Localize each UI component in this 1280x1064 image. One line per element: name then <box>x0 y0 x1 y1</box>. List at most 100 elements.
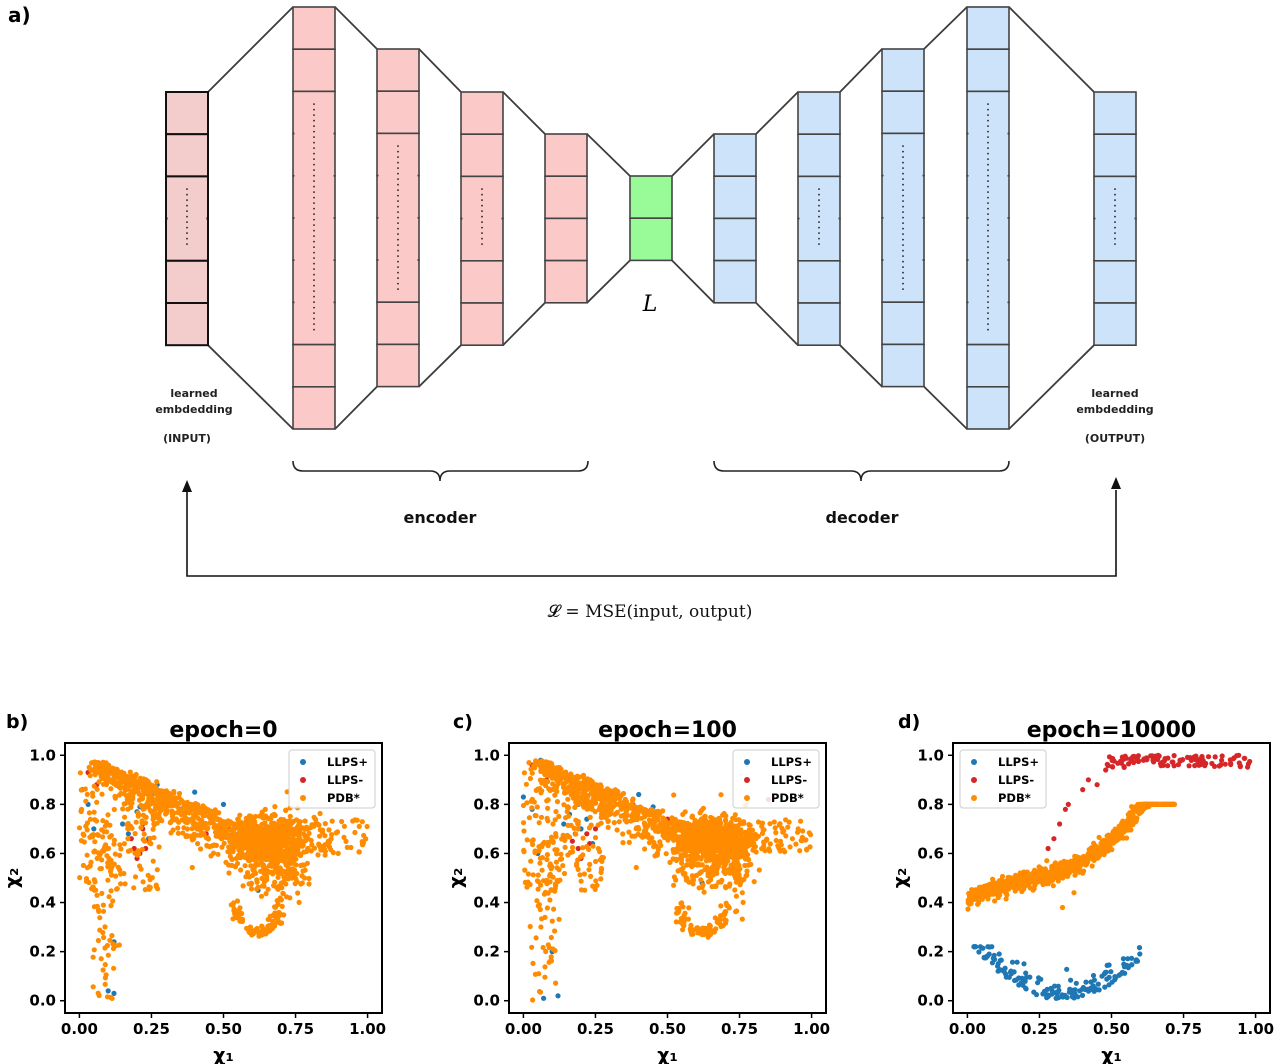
point-pdb <box>554 851 560 857</box>
point-llps-minus <box>1245 761 1251 767</box>
x-tick-label: 0.50 <box>205 1020 242 1038</box>
point-llps-minus <box>1159 759 1165 766</box>
point-pdb <box>281 830 287 836</box>
point-pdb <box>283 855 289 861</box>
connection-line-top <box>502 91 546 135</box>
point-pdb <box>166 790 172 797</box>
point-pdb <box>278 911 284 917</box>
point-pdb <box>726 841 732 847</box>
point-llps-plus <box>996 951 1002 957</box>
network-layers <box>165 6 1137 430</box>
point-pdb <box>542 964 548 970</box>
point-pdb <box>536 848 542 854</box>
output-caption-line3: (OUTPUT) <box>1085 432 1145 445</box>
point-pdb <box>176 794 182 801</box>
point-llps-plus <box>125 831 131 837</box>
point-pdb <box>99 890 105 897</box>
point-pdb <box>755 819 762 825</box>
point-pdb <box>317 833 323 839</box>
chart-title: epoch=100 <box>598 718 737 743</box>
legend-box <box>732 749 820 809</box>
point-pdb <box>733 893 740 899</box>
point-pdb <box>101 765 107 772</box>
point-pdb <box>101 934 107 941</box>
neuron-cell <box>376 90 420 135</box>
point-pdb <box>717 852 723 858</box>
point-pdb <box>248 816 254 823</box>
point-pdb <box>283 807 289 813</box>
x-tick-label: 0.00 <box>61 1020 98 1038</box>
point-llps-minus <box>1219 757 1225 764</box>
point-pdb <box>117 784 123 790</box>
point-pdb <box>350 818 356 824</box>
point-pdb <box>533 935 539 941</box>
point-pdb <box>530 872 536 878</box>
point-pdb <box>688 922 694 929</box>
point-pdb <box>549 918 555 924</box>
point-pdb <box>260 864 266 870</box>
point-pdb <box>259 875 265 882</box>
point-pdb <box>1062 865 1068 871</box>
point-pdb <box>555 879 561 885</box>
point-pdb <box>520 820 527 826</box>
neuron-cell <box>1093 259 1137 304</box>
point-pdb <box>322 852 328 858</box>
point-pdb <box>240 823 246 830</box>
point-pdb <box>577 872 583 878</box>
point-pdb <box>628 818 634 824</box>
point-pdb <box>726 905 732 911</box>
point-pdb <box>99 857 105 863</box>
point-pdb <box>618 806 624 812</box>
neuron-cell <box>629 217 673 262</box>
point-pdb <box>699 828 706 834</box>
point-pdb <box>620 790 627 797</box>
point-pdb <box>118 871 124 877</box>
point-pdb <box>138 780 144 787</box>
point-pdb <box>102 770 108 776</box>
point-pdb <box>105 877 111 883</box>
point-pdb <box>1096 834 1102 841</box>
neuron-cell <box>376 343 420 388</box>
point-pdb <box>269 918 276 924</box>
x-tick-label: 1.00 <box>349 1020 386 1038</box>
point-pdb <box>698 877 704 883</box>
point-pdb <box>588 873 594 880</box>
point-pdb <box>129 825 135 831</box>
point-pdb <box>546 786 552 792</box>
point-pdb <box>721 863 727 869</box>
point-llps-plus <box>1090 972 1097 979</box>
point-pdb <box>601 793 608 800</box>
point-pdb <box>93 761 99 767</box>
point-llps-plus <box>1120 956 1126 962</box>
point-pdb <box>523 781 530 787</box>
point-pdb <box>691 836 697 843</box>
point-pdb <box>98 956 104 962</box>
point-pdb <box>530 997 536 1003</box>
point-pdb <box>620 840 626 846</box>
point-pdb <box>780 847 787 853</box>
point-llps-minus <box>575 845 581 852</box>
point-llps-minus <box>1222 761 1228 767</box>
point-pdb <box>305 835 311 842</box>
point-pdb <box>677 844 683 850</box>
point-pdb <box>170 827 176 833</box>
point-pdb <box>151 821 157 827</box>
point-pdb <box>730 834 736 841</box>
point-pdb <box>651 839 657 846</box>
point-pdb <box>100 781 107 787</box>
point-pdb <box>552 888 558 894</box>
point-llps-plus <box>520 794 527 800</box>
point-pdb <box>263 931 269 937</box>
point-pdb <box>109 933 115 939</box>
point-pdb <box>130 773 136 779</box>
hidden-cells-cover <box>1095 178 1135 259</box>
point-pdb <box>566 813 572 819</box>
point-pdb <box>234 898 241 904</box>
point-pdb <box>335 850 341 857</box>
point-pdb <box>732 867 738 873</box>
point-pdb <box>132 874 139 880</box>
point-pdb <box>527 923 533 930</box>
point-pdb <box>94 786 100 792</box>
neuron-cell <box>165 302 209 347</box>
y-tick-label: 0.4 <box>29 894 56 912</box>
